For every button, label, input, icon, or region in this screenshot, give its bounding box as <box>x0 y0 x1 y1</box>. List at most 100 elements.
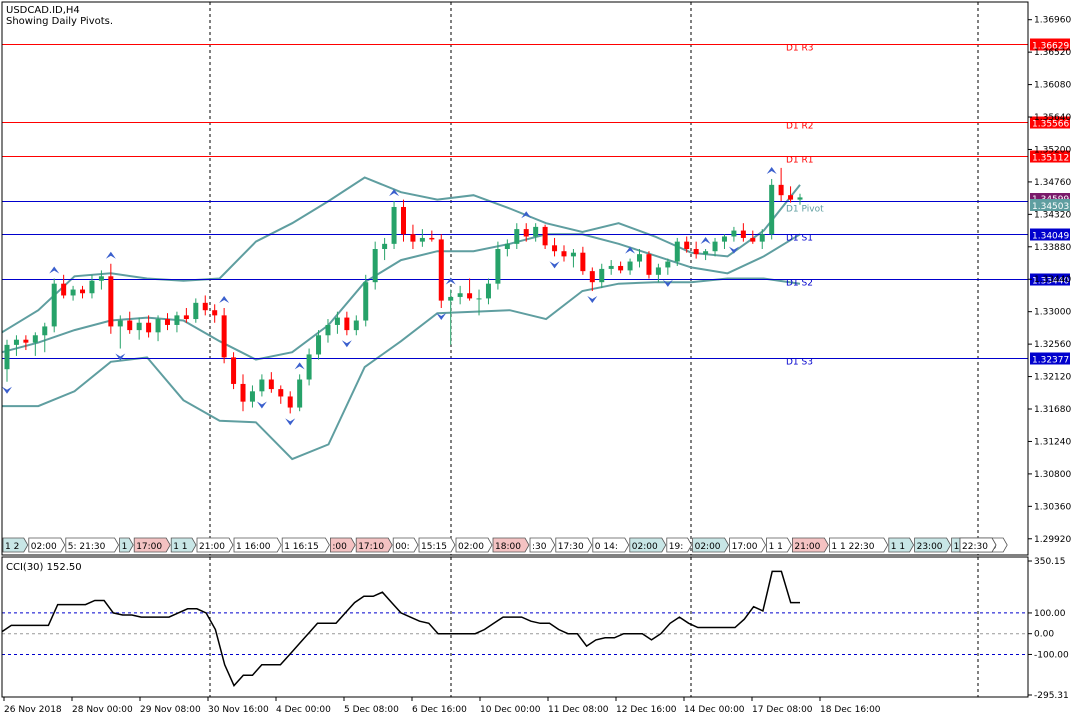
session-tag <box>65 537 120 553</box>
candle-up <box>325 324 331 336</box>
fractal-down-icon <box>549 261 560 269</box>
candle-up <box>4 344 10 370</box>
session-tag <box>888 537 915 553</box>
session-tag-label: :00 <box>332 542 347 552</box>
pivot-line-label: D1 Pivot <box>786 205 824 215</box>
candle-down <box>618 265 624 271</box>
candle-up <box>495 249 501 284</box>
session-tag-label: 02:00 <box>632 542 658 552</box>
session-tag <box>792 537 829 553</box>
candle-down <box>127 320 133 331</box>
session-tag <box>692 537 730 553</box>
time-tick-label: 6 Dec 16:00 <box>412 705 467 715</box>
candle-up <box>155 319 161 333</box>
session-tag-label: 02:00 <box>458 542 484 552</box>
bollinger-upper-band <box>1 176 801 334</box>
session-tag <box>492 537 530 553</box>
candle-up <box>42 326 48 336</box>
candle-down <box>278 389 284 397</box>
session-tag <box>592 537 630 553</box>
time-tick-label: 17 Dec 08:00 <box>752 705 813 715</box>
candle-up <box>306 354 312 380</box>
candle-down <box>684 241 690 250</box>
session-tag-label: 19: <box>669 542 683 552</box>
candle-down <box>523 229 529 237</box>
fractal-down-icon <box>662 279 673 287</box>
session-tag <box>455 537 493 553</box>
candle-up <box>259 379 265 392</box>
candle-up <box>174 315 180 325</box>
time-tick-label: 10 Dec 00:00 <box>480 705 541 715</box>
candle-down <box>212 310 218 316</box>
price-tick-label: 1.33000 <box>1034 308 1071 318</box>
price-tick-label: 1.32560 <box>1034 340 1071 350</box>
fractal-down-icon <box>256 401 267 409</box>
candle-up <box>703 251 709 255</box>
candle-down <box>240 383 246 402</box>
candle-up <box>759 234 765 242</box>
candle-down <box>429 237 435 240</box>
cci-tick-label: 350.15 <box>1034 557 1066 567</box>
candle-down <box>287 396 293 408</box>
candle-down <box>146 322 152 333</box>
candle-up <box>448 296 454 301</box>
pivot-line-label: D1 S2 <box>786 279 813 289</box>
candle-up <box>769 184 775 235</box>
candle-down <box>750 237 756 242</box>
cci-indicator <box>1 570 1028 687</box>
axes: 1.36960 1.36520 1.36080 1.35640 1.35200 1.347… <box>1 1 1071 715</box>
time-tick-label: 30 Nov 16:00 <box>208 705 269 715</box>
candle-up <box>485 283 491 299</box>
fractal-down-icon <box>285 418 296 426</box>
candle-down <box>589 271 595 283</box>
pivot-line-label: D1 S1 <box>786 234 813 244</box>
price-tick-label: 1.33440 <box>1034 275 1071 285</box>
candle-down <box>788 195 794 200</box>
price-tick-label: 1.36080 <box>1034 81 1071 91</box>
current-price-text: 1.34503 <box>1032 202 1069 212</box>
fractal-up-icon <box>49 266 60 274</box>
fractal-up-icon <box>294 362 305 370</box>
time-tick-label: 26 Nov 2018 <box>4 705 62 715</box>
time-tick-label: 5 Dec 08:00 <box>344 705 399 715</box>
session-tag <box>233 537 282 553</box>
candle-down <box>344 317 350 331</box>
fractal-up-icon <box>625 246 636 254</box>
candle-up <box>476 298 482 300</box>
price-tick-label: 1.33880 <box>1034 243 1071 253</box>
candle-up <box>353 320 359 331</box>
session-tag-label: 1 1 <box>173 542 187 552</box>
pivot-price-text: 1.35112 <box>1032 154 1069 164</box>
pivot-price-box <box>1030 352 1070 365</box>
candle-up <box>32 335 38 343</box>
fractal-up-icon <box>700 237 711 245</box>
candle-up <box>382 243 388 250</box>
candle-down <box>542 226 548 246</box>
fractal-down-icon <box>341 340 352 348</box>
candle-down <box>438 239 444 301</box>
cci-tick-label: -100.00 <box>1034 650 1069 660</box>
session-tag-label: 18:00 <box>495 542 521 552</box>
candle-down <box>778 184 784 196</box>
time-tick-label: 11 Dec 08:00 <box>548 705 609 715</box>
session-tag-label: 02:00 <box>695 542 721 552</box>
price-tick-label: 1.35640 <box>1034 113 1071 123</box>
session-tag-label: 17:10 <box>358 542 384 552</box>
price-tick-label: 1.35200 <box>1034 145 1071 155</box>
session-tag <box>418 537 456 553</box>
candle-down <box>740 230 746 238</box>
candle-up <box>70 289 76 296</box>
session-tag <box>330 537 356 553</box>
session-tag-label: 1 16:15 <box>284 542 319 552</box>
main-pane-border <box>1 1 1029 556</box>
session-tag <box>392 537 419 553</box>
candle-up <box>570 252 576 257</box>
pivot-price-box <box>1030 150 1070 163</box>
session-tag <box>829 537 889 553</box>
candle-up <box>316 335 322 355</box>
session-tag <box>629 537 667 553</box>
candle-down <box>61 283 67 296</box>
pivot-line-label: D1 R3 <box>786 44 814 54</box>
